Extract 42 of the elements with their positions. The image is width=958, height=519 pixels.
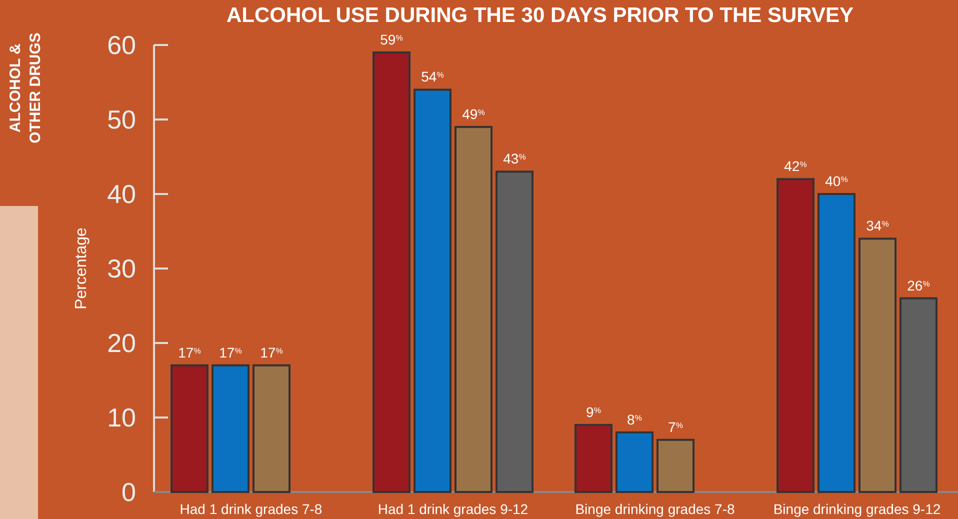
bar xyxy=(170,364,208,493)
data-label: 17$^{%}$ xyxy=(219,344,242,360)
bar xyxy=(414,88,452,493)
bar xyxy=(454,126,492,493)
y-tick-label: 50 xyxy=(107,104,136,135)
data-label: 42$^{%}$ xyxy=(784,158,807,174)
bar xyxy=(252,364,290,493)
y-tick-label: 30 xyxy=(107,254,136,284)
bar xyxy=(900,297,938,493)
y-tick-label: 40 xyxy=(107,179,136,210)
bar xyxy=(776,178,814,493)
x-tick-label: Binge drinking grades 9-12 xyxy=(773,501,941,517)
bar xyxy=(574,424,612,493)
x-tick-label: Binge drinking grades 7-8 xyxy=(575,501,735,517)
data-label: 49$^{%}$ xyxy=(462,106,485,122)
bar xyxy=(212,364,250,493)
data-label: 26$^{%}$ xyxy=(907,277,930,294)
bar xyxy=(818,193,856,493)
data-label: 17$^{%}$ xyxy=(260,344,283,360)
bar xyxy=(496,170,534,493)
data-label: 43$^{%}$ xyxy=(503,150,526,167)
data-label: 8$^{%}$ xyxy=(627,411,642,428)
y-tick-label: 0 xyxy=(122,477,136,508)
x-tick-label: Had 1 drink grades 7-8 xyxy=(180,501,322,517)
data-label: 34$^{%}$ xyxy=(866,218,889,234)
data-label: 7$^{%}$ xyxy=(668,418,683,435)
y-tick-label: 20 xyxy=(107,328,136,358)
bar xyxy=(616,431,654,493)
y-tick-label: 10 xyxy=(107,402,136,433)
x-tick-label: Had 1 drink grades 9-12 xyxy=(378,501,528,517)
data-label: 54$^{%}$ xyxy=(421,68,444,85)
data-label: 17$^{%}$ xyxy=(178,344,201,360)
bar xyxy=(656,438,694,493)
bar xyxy=(372,51,410,493)
data-label: 59$^{%}$ xyxy=(380,31,403,48)
data-label: 40$^{%}$ xyxy=(825,173,848,189)
text: ALCOHOL & OTHER DRUGS xyxy=(7,32,44,144)
y-tick-label: 60 xyxy=(107,30,136,60)
chart-title: ALCOHOL USE DURING THE 30 DAYS PRIOR TO THE SURVEY xyxy=(226,4,854,27)
bar xyxy=(858,238,896,493)
data-label: 9$^{%}$ xyxy=(586,404,601,420)
y-axis-title: Percentage xyxy=(73,227,90,310)
